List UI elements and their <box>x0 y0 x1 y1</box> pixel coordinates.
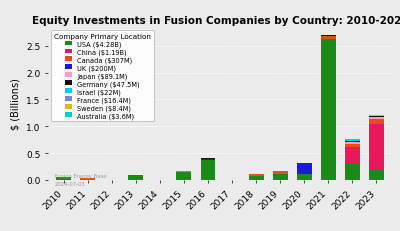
Bar <box>345 144 360 147</box>
Y-axis label: $ (Billions): $ (Billions) <box>10 78 20 130</box>
Bar <box>345 140 360 141</box>
Text: 2024-07-03: 2024-07-03 <box>55 181 86 186</box>
Bar <box>176 172 191 173</box>
Bar <box>249 176 264 180</box>
Bar <box>369 170 384 180</box>
Bar <box>345 163 360 180</box>
Bar <box>200 160 216 180</box>
Bar <box>176 171 191 172</box>
Bar <box>321 40 336 180</box>
Bar <box>128 175 143 180</box>
Bar <box>297 163 312 174</box>
Bar <box>345 142 360 144</box>
Bar <box>56 177 71 180</box>
Bar <box>200 159 216 160</box>
Bar <box>176 173 191 180</box>
Bar <box>249 174 264 176</box>
Legend: USA ($4.28B), China ($1.19B), Canada ($307M), UK ($200M), Japan ($89.1M), German: USA ($4.28B), China ($1.19B), Canada ($3… <box>51 31 154 122</box>
Bar <box>345 147 360 163</box>
Bar <box>200 158 216 159</box>
Bar <box>273 174 288 180</box>
Bar <box>80 178 95 180</box>
Text: Fusion Energy Base: Fusion Energy Base <box>55 174 106 179</box>
Title: Equity Investments in Fusion Companies by Country: 2010-2023: Equity Investments in Fusion Companies b… <box>32 16 400 26</box>
Bar <box>273 172 288 174</box>
Bar <box>345 141 360 142</box>
Bar <box>297 174 312 180</box>
Bar <box>321 37 336 40</box>
Bar <box>321 36 336 37</box>
Bar <box>369 116 384 117</box>
Bar <box>369 117 384 120</box>
Bar <box>369 125 384 170</box>
Bar <box>369 120 384 125</box>
